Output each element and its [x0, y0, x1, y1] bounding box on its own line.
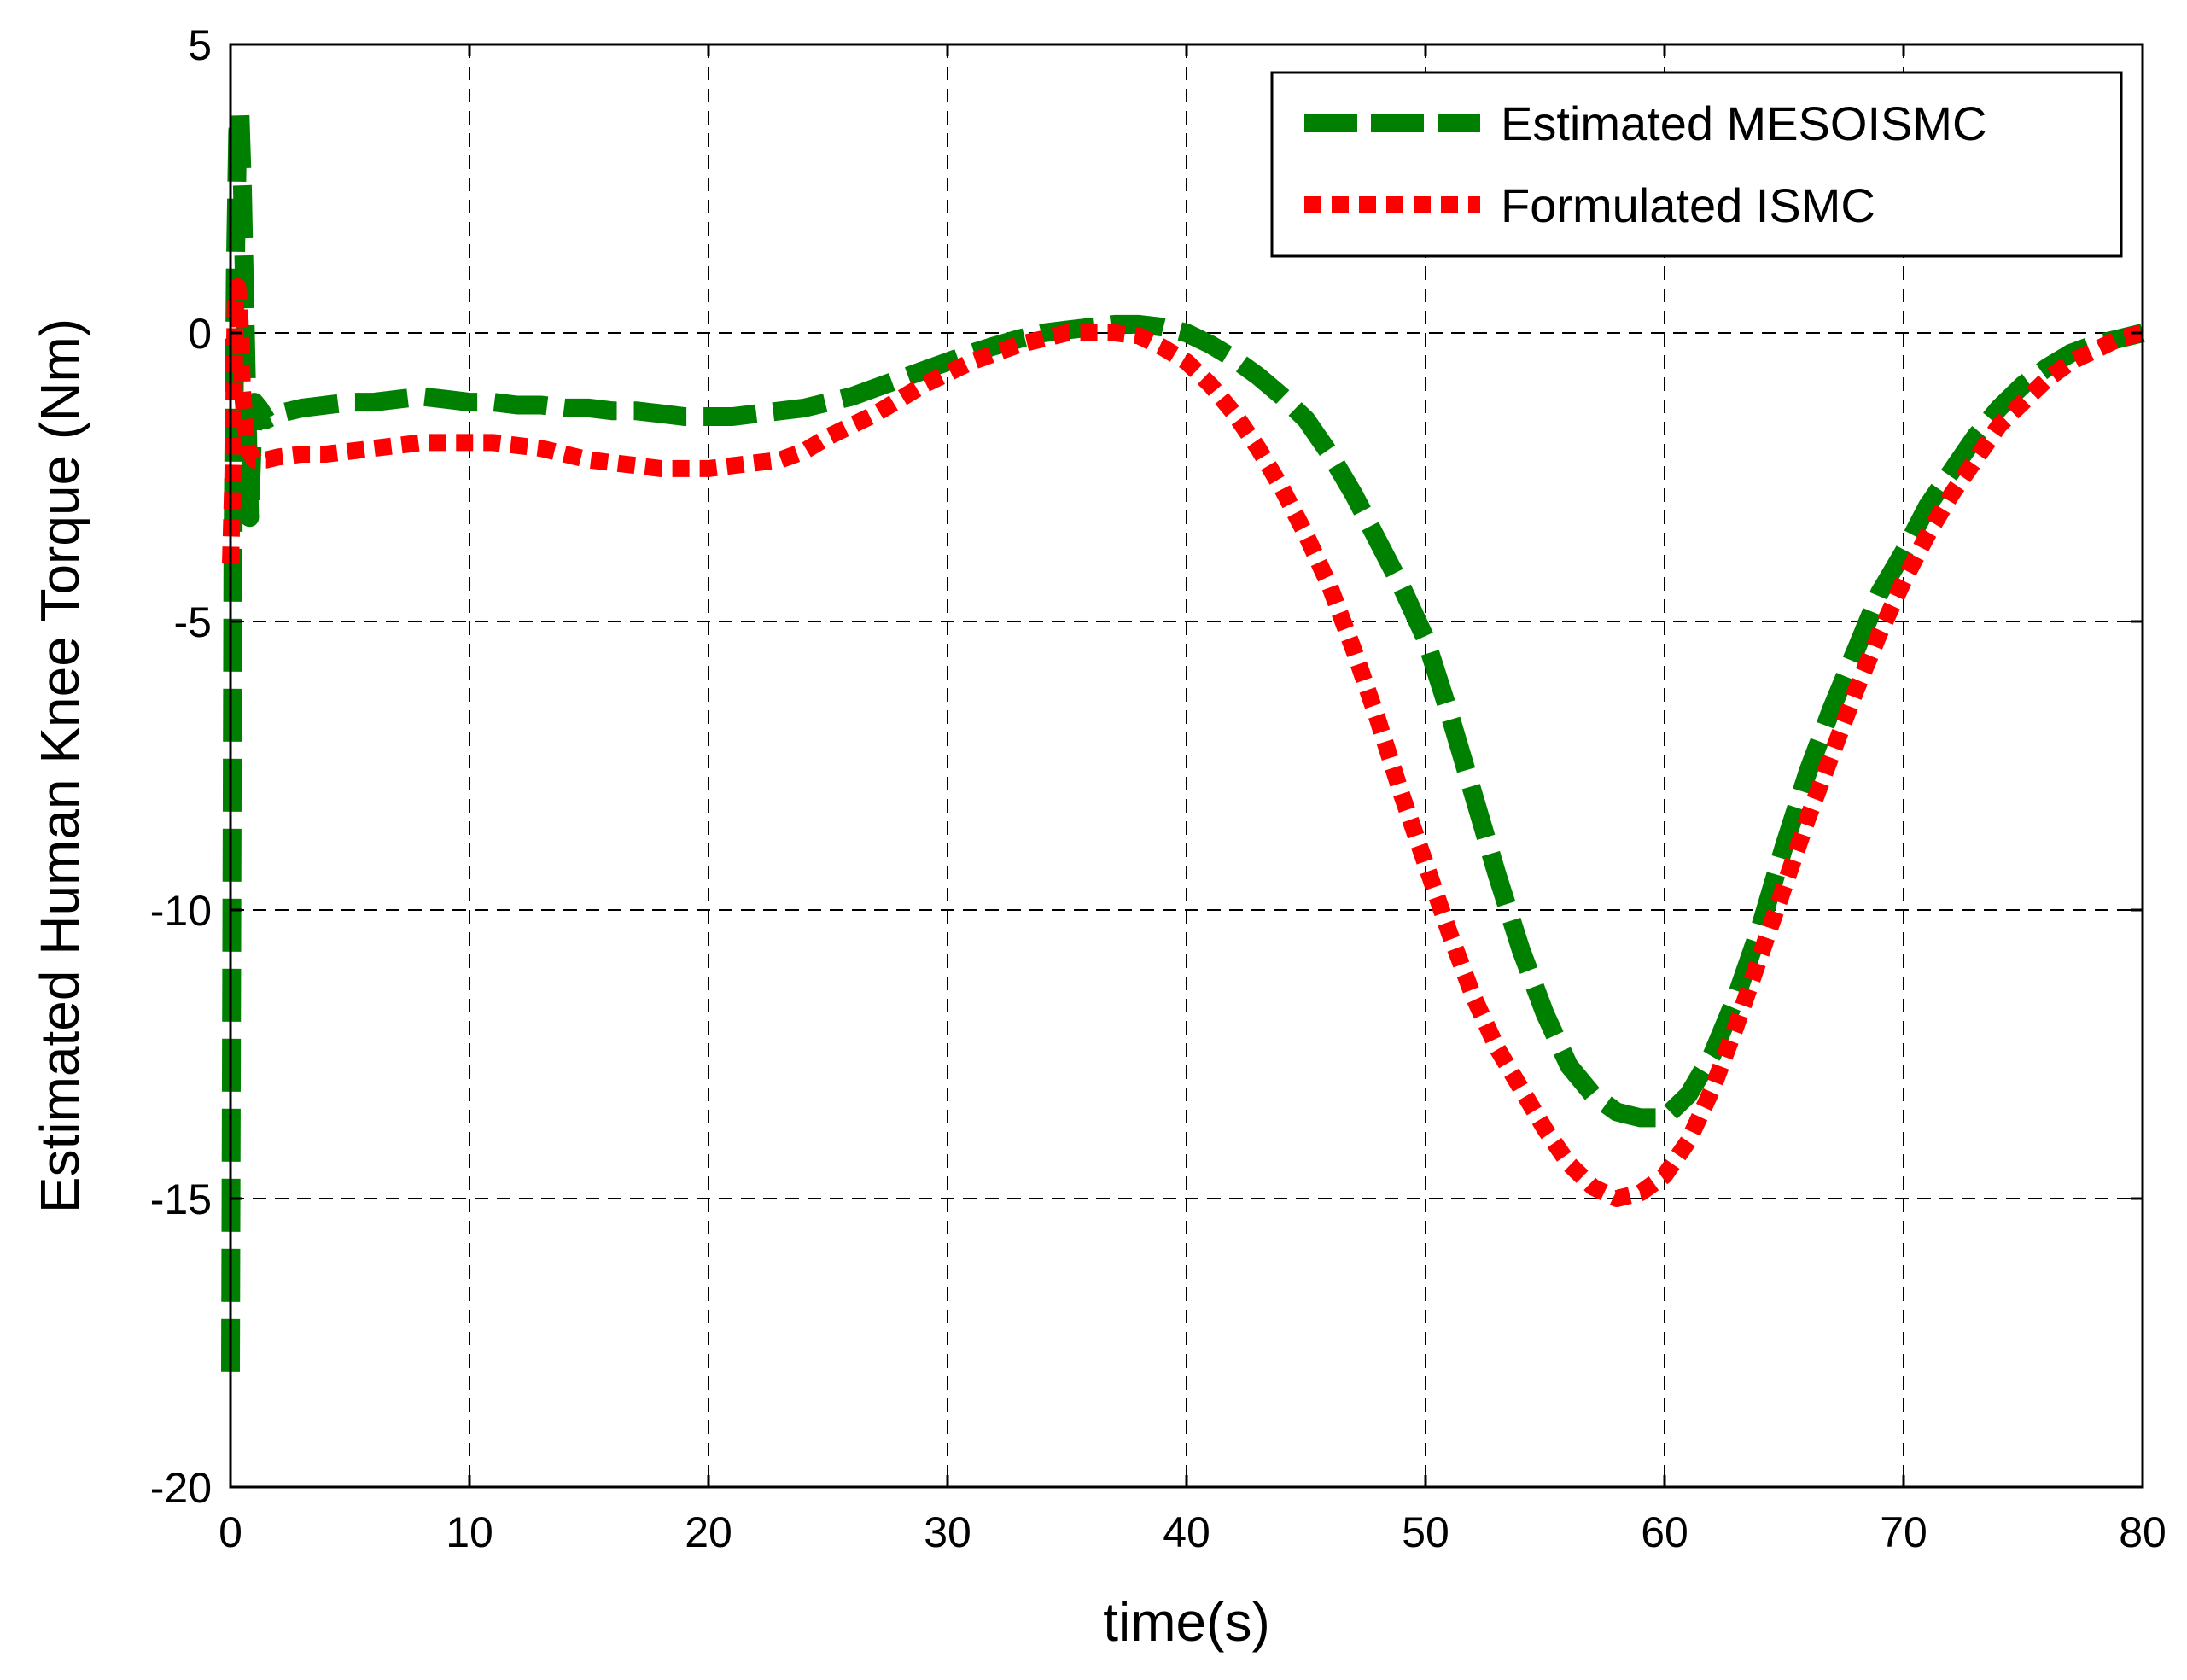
x-tick-label: 40 — [1163, 1508, 1210, 1556]
axis-ticks: 0 10 20 30 40 50 60 70 80 -20 -15 -10 -5 0 5 — [150, 21, 2167, 1556]
y-tick-label: 5 — [188, 21, 212, 69]
legend-box — [1270, 71, 2123, 258]
y-tick-label: -20 — [150, 1464, 212, 1512]
legend-label-formulated-ismc: Formulated ISMC — [1501, 178, 1875, 232]
series-line-formulated-ismc — [222, 277, 2145, 1207]
x-tick-label: 50 — [1402, 1508, 1449, 1556]
x-tick-label: 60 — [1641, 1508, 1688, 1556]
y-axis-title: Estimated Human Knee Torque (Nm) — [29, 318, 90, 1213]
x-tick-label: 0 — [219, 1508, 242, 1556]
series-layer — [221, 104, 2145, 1372]
x-tick-label: 20 — [685, 1508, 732, 1556]
y-tick-label: -10 — [150, 887, 212, 935]
y-tick-label: 0 — [188, 310, 212, 358]
x-tick-label: 30 — [924, 1508, 971, 1556]
legend: Estimated MESOISMC Formulated ISMC — [1270, 71, 2123, 258]
x-tick-label: 80 — [2119, 1508, 2167, 1556]
y-tick-label: -5 — [174, 598, 212, 646]
y-tick-label: -15 — [150, 1175, 212, 1223]
x-tick-label: 10 — [446, 1508, 493, 1556]
x-tick-label: 70 — [1880, 1508, 1927, 1556]
x-axis-title: time(s) — [1103, 1591, 1270, 1653]
legend-label-estimated-mesoismc: Estimated MESOISMC — [1501, 96, 1986, 150]
